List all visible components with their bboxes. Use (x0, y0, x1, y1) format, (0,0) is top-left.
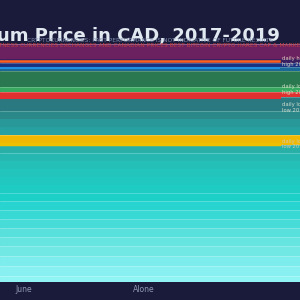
Text: daily low 2019
high 2019 medium: daily low 2019 high 2019 medium (282, 84, 300, 95)
Bar (0, 145, 300, 153)
Bar (0, 185, 300, 193)
Bar (0, 202, 300, 210)
Bar (0, 276, 300, 282)
Text: daily low 2019
low 2019 medium: daily low 2019 low 2019 medium (282, 102, 300, 113)
Bar (0, 246, 300, 256)
Bar (0, 111, 300, 119)
Bar (0, 67, 300, 71)
Bar (0, 127, 300, 135)
Text: daily high
high 2018 high: daily high high 2018 high (282, 56, 300, 67)
Bar (0, 193, 300, 202)
Bar (0, 266, 300, 276)
Bar (0, 237, 300, 246)
Bar (0, 256, 300, 266)
Bar (0, 161, 300, 169)
Bar (0, 169, 300, 177)
Bar (0, 92, 300, 97)
Bar (0, 87, 300, 92)
Text: Ethereum Price in CAD, 2017-2019: Ethereum Price in CAD, 2017-2019 (0, 27, 280, 45)
Bar (0, 44, 300, 59)
Bar (0, 97, 300, 111)
Bar (0, 219, 300, 228)
Text: June: June (15, 285, 31, 294)
Text: daily low
low 2019: daily low low 2019 (282, 139, 300, 149)
Bar (0, 119, 300, 127)
Text: CRYPTOCURRENCIES: PAST PERFORMANCE IS NOT INDICATIVE OF FUTURE RESULTS: CRYPTOCURRENCIES: PAST PERFORMANCE IS NO… (27, 38, 273, 43)
Bar (0, 228, 300, 237)
Bar (0, 177, 300, 185)
Bar (0, 71, 300, 87)
Bar (0, 153, 300, 161)
Bar (0, 135, 300, 145)
Bar (0, 210, 300, 219)
Text: Alone: Alone (133, 285, 155, 294)
Text: WORLD SOFTNESS CURRENCIES EXCHANGES AND CANADIAN PRICES BEST BITCOIN CRYPTO HARE: WORLD SOFTNESS CURRENCIES EXCHANGES AND … (0, 43, 300, 48)
Bar (0, 63, 300, 67)
Bar (0, 59, 300, 63)
